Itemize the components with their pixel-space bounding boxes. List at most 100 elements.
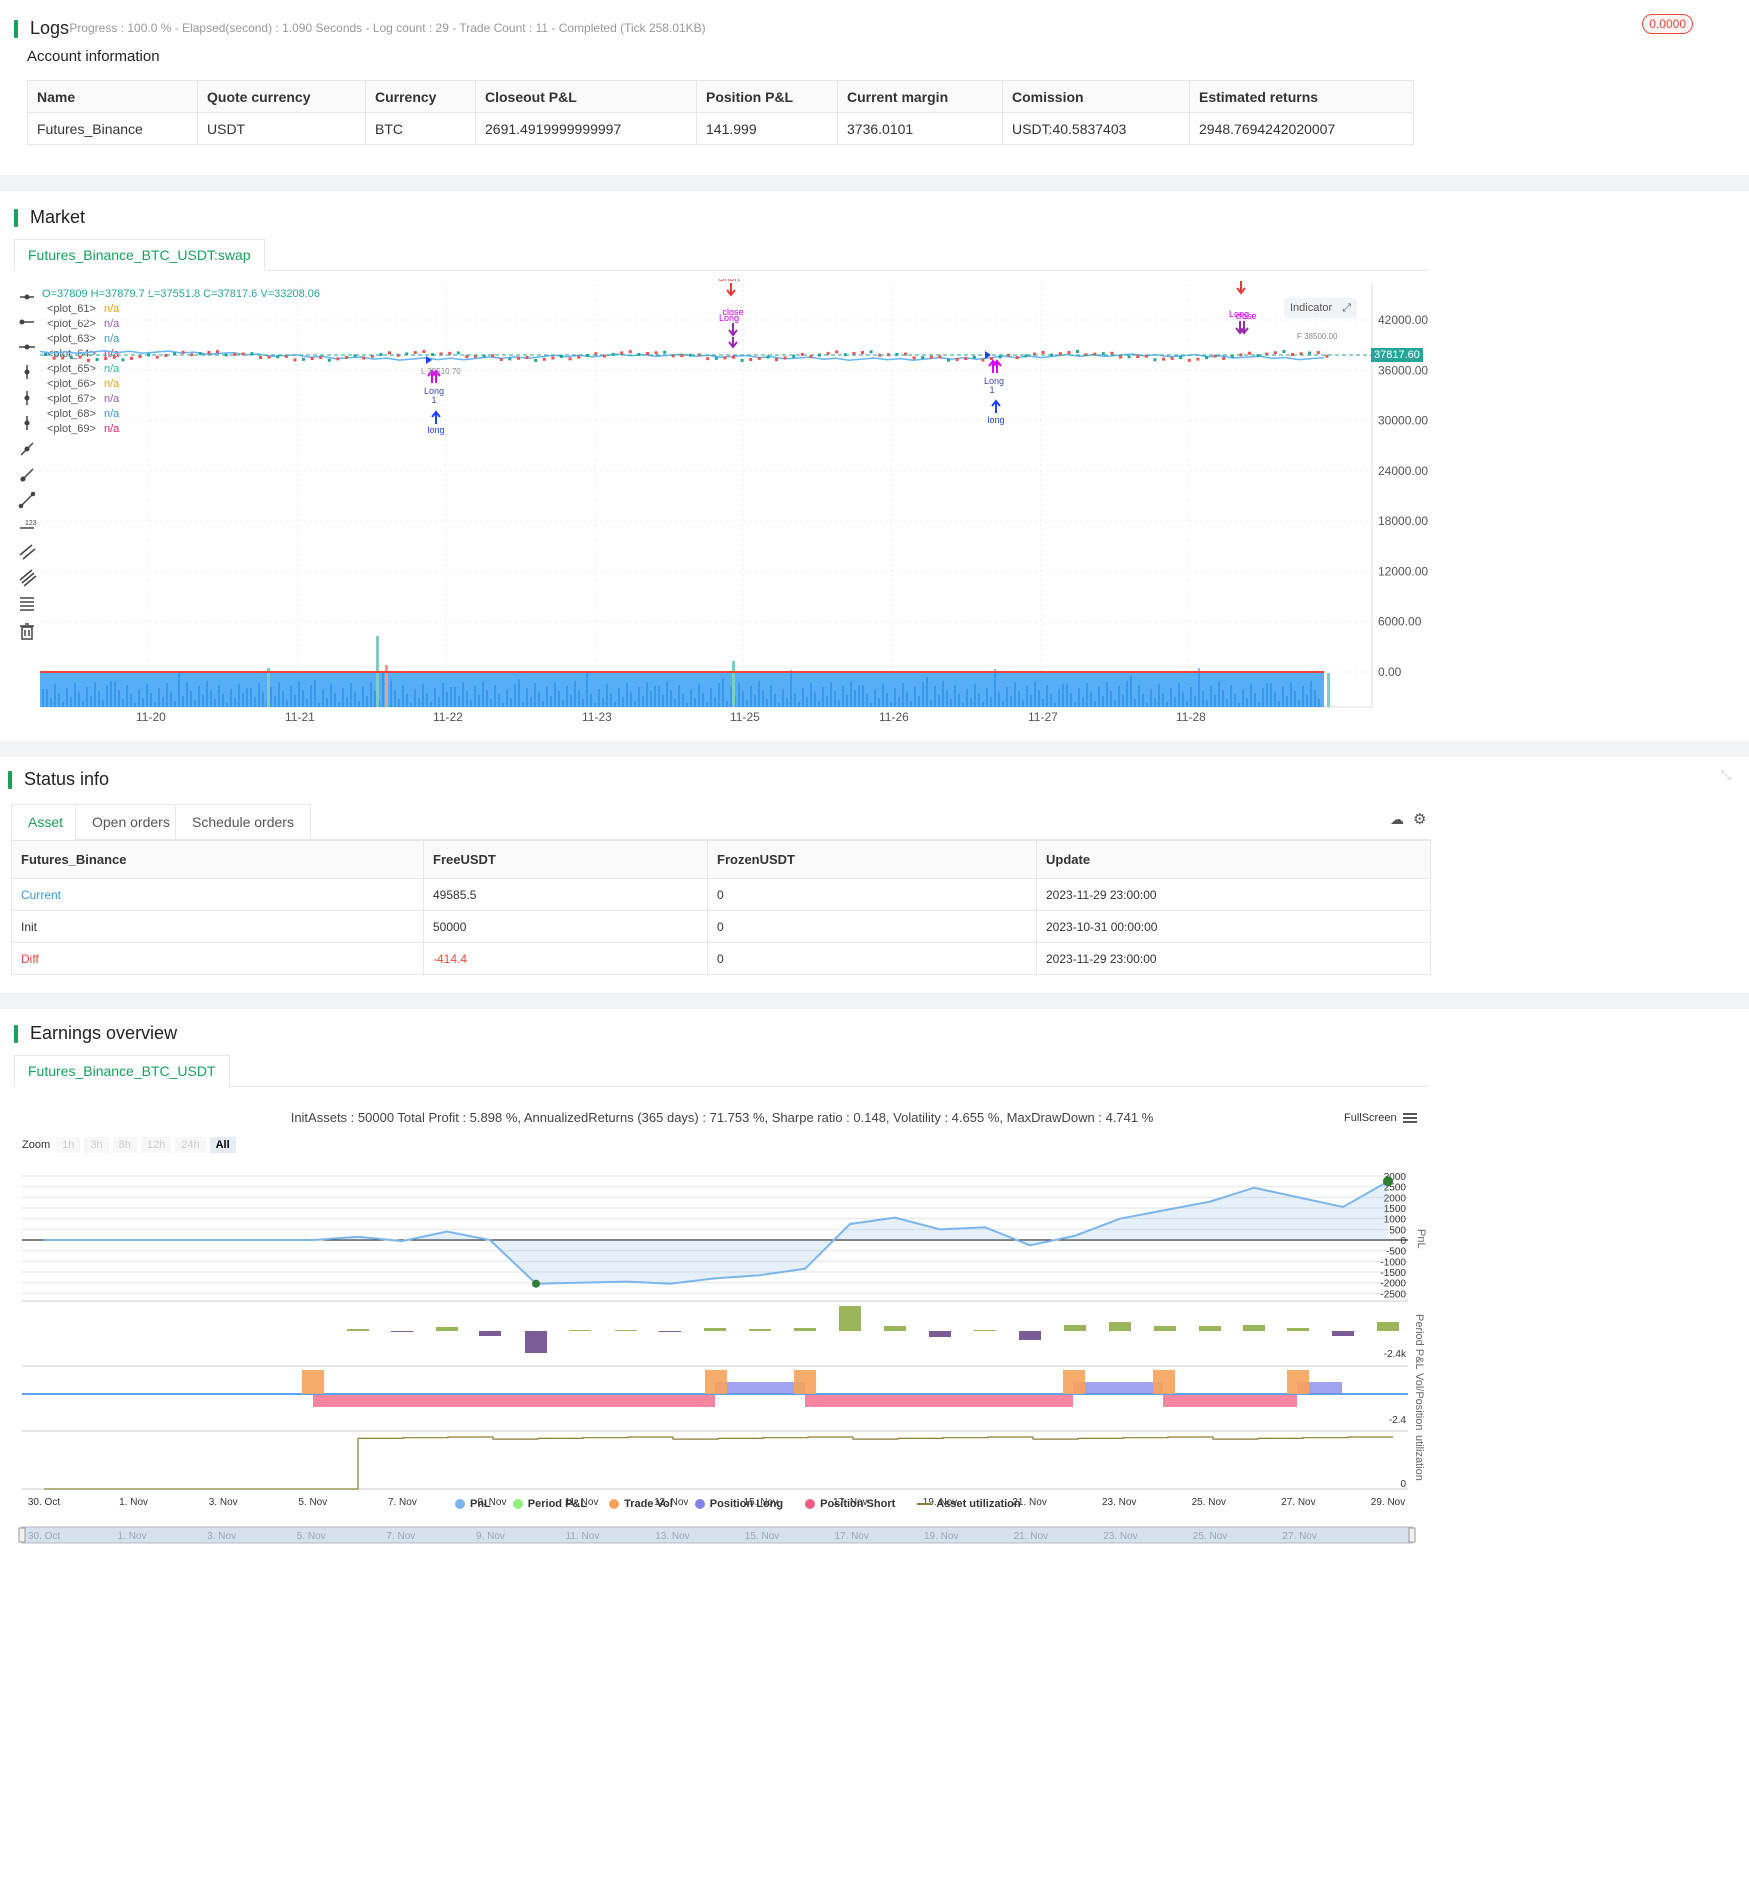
candle	[1076, 350, 1079, 354]
volume-bar	[1250, 684, 1252, 707]
position-short-bar	[313, 1395, 715, 1407]
parallel-channel-tool-icon[interactable]	[19, 544, 36, 560]
segment-tool-icon[interactable]	[18, 491, 36, 509]
tab-market-symbol[interactable]: Futures_Binance_BTC_USDT:swap	[14, 239, 265, 271]
volume-bar	[534, 683, 536, 707]
col-name: Name	[27, 80, 198, 113]
ray-line-tool-icon[interactable]	[20, 468, 34, 482]
candle	[706, 357, 710, 361]
volume-bar	[1026, 686, 1028, 707]
zoom-button-12h[interactable]: 12h	[140, 1137, 172, 1153]
vertical-line-tool-icon[interactable]	[24, 365, 30, 379]
zoom-button-all[interactable]: All	[209, 1137, 236, 1153]
gear-icon[interactable]: ⚙	[1413, 811, 1427, 828]
zoom-button-1h[interactable]: 1h	[56, 1137, 81, 1153]
expand-icon[interactable]: ⤢	[1342, 302, 1351, 314]
tab-open-orders[interactable]: Open orders	[75, 804, 187, 840]
extended-line-tool-icon[interactable]	[19, 344, 35, 350]
price-tick-label: 12000.00	[1378, 564, 1428, 578]
pnl-tick-label: 500	[1389, 1225, 1406, 1236]
vertical-segment-tool-icon[interactable]	[24, 416, 30, 430]
candle	[319, 355, 323, 359]
candle	[1308, 351, 1312, 355]
volume-bar	[1154, 698, 1156, 707]
candle	[267, 355, 271, 359]
horizontal-ray-tool-icon[interactable]	[19, 319, 34, 325]
volume-bar	[1142, 694, 1144, 707]
legend-item[interactable]: Period P&L	[512, 1498, 587, 1510]
candle	[611, 352, 615, 356]
candle	[1299, 352, 1303, 356]
navigator-handle-left[interactable]	[18, 1527, 26, 1543]
volume-bar	[822, 687, 824, 707]
volume-bar	[1162, 693, 1164, 707]
legend-item[interactable]: Position Short	[805, 1498, 895, 1510]
volume-bar	[1242, 689, 1244, 707]
volume-bar	[106, 686, 108, 707]
menu-icon[interactable]	[1403, 1111, 1417, 1125]
volume-bar	[418, 698, 420, 707]
pnl-tick-label: 2000	[1384, 1193, 1407, 1204]
trend-line-tool-icon[interactable]	[20, 442, 34, 456]
cloud-download-icon[interactable]: ☁	[1390, 811, 1404, 827]
zoom-button-24h[interactable]: 24h	[175, 1137, 206, 1153]
collapse-icon[interactable]: ⤡	[1720, 767, 1731, 782]
volume-bar	[290, 686, 292, 707]
candle	[155, 355, 159, 359]
volume-bar	[222, 694, 224, 707]
volume-bar	[870, 703, 872, 707]
candle	[1093, 352, 1097, 356]
period-pnl-bar	[1064, 1325, 1086, 1331]
price-label-tool-icon[interactable]: 123	[20, 520, 37, 529]
fib-channel-tool-icon[interactable]	[19, 569, 37, 587]
trash-icon[interactable]	[20, 623, 34, 640]
horizontal-line-tool-icon[interactable]	[20, 294, 34, 300]
candle	[568, 357, 572, 361]
legend-item[interactable]: Trade Vol	[609, 1498, 673, 1510]
volume-bar	[654, 686, 656, 707]
vertical-ray-tool-icon[interactable]	[24, 391, 30, 405]
volume-bar	[946, 690, 948, 707]
candle	[663, 350, 667, 354]
navigator[interactable]: 30. Oct 1. Nov 3. Nov 5. Nov 7. Nov 9. Nov 11.…	[18, 1525, 1418, 1547]
legend-item[interactable]: Asset utilization	[917, 1498, 1021, 1510]
vol-axis-label: Vol/Position	[1413, 1373, 1425, 1430]
legend-item[interactable]: PnL	[455, 1498, 491, 1510]
period-pnl-bar	[929, 1331, 951, 1337]
volume-bar	[858, 685, 860, 707]
candle	[723, 356, 727, 360]
pnl-tick-label: -1000	[1380, 1257, 1406, 1268]
period-pnl-bar	[436, 1327, 458, 1331]
candle	[302, 357, 305, 361]
volume-bar	[714, 697, 716, 707]
volume-bar	[1294, 691, 1296, 707]
volume-bar	[666, 681, 668, 707]
market-chart[interactable]: 42000.00 36000.00 30000.00 24000.00 18000.00…	[0, 279, 1430, 739]
volume-bar	[1290, 682, 1292, 707]
zoom-button-3h[interactable]: 3h	[84, 1137, 109, 1153]
candle	[783, 356, 787, 360]
candle	[1033, 352, 1036, 356]
tab-earnings-symbol[interactable]: Futures_Binance_BTC_USDT	[14, 1055, 230, 1087]
zoom-button-8h[interactable]: 8h	[112, 1137, 137, 1153]
volume-bar	[482, 681, 484, 707]
volume-bar	[1058, 689, 1060, 707]
legend-item[interactable]: Position Long	[694, 1498, 783, 1510]
period-pnl-bar	[1154, 1326, 1176, 1331]
fullscreen-button[interactable]: FullScreen	[1344, 1112, 1397, 1124]
volume-bar	[1106, 682, 1108, 707]
legend-label: Trade Vol	[624, 1498, 673, 1510]
volume-bar	[1042, 699, 1044, 707]
navigator-handle-right[interactable]	[1408, 1527, 1416, 1543]
tab-schedule-orders[interactable]: Schedule orders	[175, 804, 311, 840]
navigator-tick-label: 1. Nov	[118, 1531, 147, 1542]
volume-bar	[918, 696, 920, 707]
fib-retracement-tool-icon[interactable]	[20, 597, 34, 611]
tab-asset[interactable]: Asset	[11, 804, 81, 840]
earnings-chart[interactable]: 300025002000150010005000-500-1000-1500-2…	[0, 1159, 1440, 1699]
candle	[749, 357, 753, 361]
volume-bar	[622, 697, 624, 707]
time-tick-label: 13. Nov	[654, 1497, 688, 1508]
candle	[560, 354, 563, 358]
indicator-button[interactable]: Indicator ⤢	[1284, 298, 1357, 318]
